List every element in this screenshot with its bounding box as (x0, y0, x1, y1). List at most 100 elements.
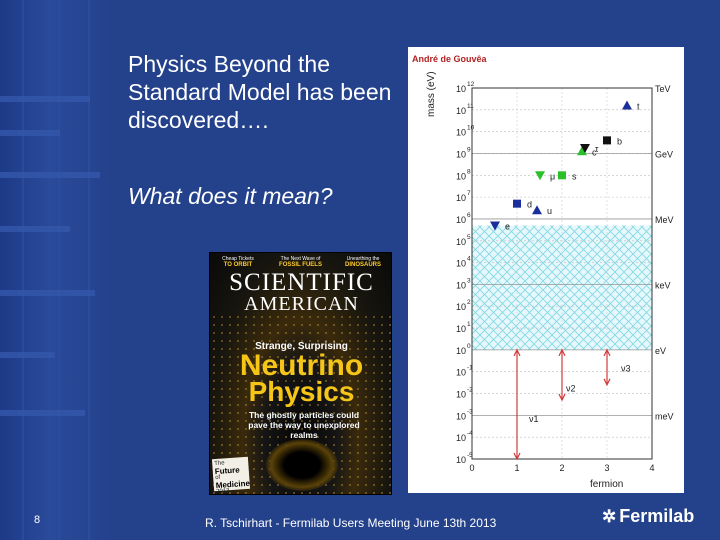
y-tick-label: 10 (456, 280, 466, 290)
x-tick-label: 3 (604, 463, 609, 473)
magazine-cover: Cheap Tickets TO ORBIT The Next Wave of FO… (209, 252, 392, 495)
y-tick-label: 10 (456, 302, 466, 312)
neutrino-label: ν2 (566, 383, 576, 393)
cover-teaser: Cheap Tickets TO ORBIT (222, 256, 254, 268)
y-tick-exponent: 6 (467, 212, 471, 219)
y-tick-exponent: 2 (467, 299, 471, 306)
y-tick-exponent: -1 (467, 365, 473, 372)
chart-svg: André de Gouvêa mass (eV) fermion 10 1210… (412, 54, 674, 490)
y-tick-label: 10 (456, 324, 466, 334)
slide-subtitle: What does it mean? (128, 183, 333, 209)
y-tick-label: 10 (456, 259, 466, 269)
y-tick-exponent: 12 (467, 81, 475, 88)
y-tick-label: 10 (456, 193, 466, 203)
y-tick-label: 10 (456, 171, 466, 181)
data-point-label: d (527, 200, 532, 210)
data-point-label: u (547, 206, 552, 216)
y-tick-label: 10 (456, 433, 466, 443)
cover-vortex (266, 439, 338, 491)
y-tick-exponent: 10 (467, 125, 475, 132)
slide-footer: R. Tschirhart - Fermilab Users Meeting J… (205, 516, 497, 530)
unit-label: TeV (655, 84, 671, 94)
data-point (622, 100, 632, 110)
y-tick-label: 10 (456, 455, 466, 465)
data-point-label: t (637, 101, 640, 111)
x-tick-label: 4 (649, 463, 654, 473)
unit-label: MeV (655, 215, 674, 225)
chart-ylabel: mass (eV) (426, 71, 437, 117)
chart-author: André de Gouvêa (412, 54, 488, 64)
cover-teaser: The Next Wave of FOSSIL FUELS (279, 256, 322, 268)
data-point-label: μ (550, 171, 555, 181)
y-tick-exponent: 0 (467, 343, 471, 350)
neutrino-label: ν3 (621, 364, 631, 374)
data-point (513, 199, 521, 208)
y-tick-exponent: -5 (467, 452, 473, 459)
y-tick-exponent: -3 (467, 408, 473, 415)
y-tick-exponent: 4 (467, 256, 471, 263)
y-tick-label: 10 (456, 346, 466, 356)
cover-teasers: Cheap Tickets TO ORBIT The Next Wave of FO… (214, 256, 387, 268)
y-tick-exponent: 8 (467, 168, 471, 175)
cover-headline-1: Neutrino (239, 349, 364, 382)
y-tick-label: 10 (456, 84, 466, 94)
y-tick-label: 10 (456, 411, 466, 421)
data-point (558, 171, 566, 180)
unit-label: meV (655, 411, 674, 421)
x-tick-label: 1 (514, 463, 519, 473)
plot-frame (471, 87, 653, 460)
fermion-mass-chart: André de Gouvêa mass (eV) fermion 10 12 10… (408, 47, 684, 493)
data-point (580, 144, 590, 154)
cover-headline-2: Physics (248, 376, 355, 407)
data-point-label: s (572, 171, 577, 181)
data-point (577, 146, 587, 156)
neutrino-arrow-head (558, 393, 566, 402)
data-point-label: c (592, 147, 597, 157)
data-point (532, 205, 542, 215)
y-tick-exponent: 11 (467, 103, 474, 110)
masthead-line1: SCIENTIFIC (229, 269, 374, 296)
decorative-left-panel (0, 0, 110, 540)
cover-kicker: Strange, Surprising (255, 341, 348, 352)
neutrino-arrow-head (513, 452, 521, 461)
y-tick-label: 10 (456, 149, 466, 159)
cover-teaser: Unearthing the DINOSAURS (344, 256, 381, 268)
y-tick-label: 10 (456, 368, 466, 378)
neutrino-label: ν1 (529, 414, 539, 424)
y-tick-exponent: 9 (467, 146, 471, 153)
y-tick-exponent: 1 (467, 321, 471, 328)
chart-xlabel: fermion (590, 479, 623, 490)
fermilab-logo: ✲ Fermilab (602, 506, 694, 527)
data-point (535, 171, 545, 181)
data-point (603, 136, 611, 145)
x-tick-label: 0 (469, 463, 474, 473)
y-tick-label: 10 (456, 237, 466, 247)
fermilab-logo-icon: ✲ (602, 506, 617, 526)
data-point-label: b (617, 136, 622, 146)
data-point-label: e (505, 221, 510, 231)
y-tick-exponent: -4 (467, 430, 473, 437)
y-tick-label: 10 (456, 215, 466, 225)
unit-label: GeV (655, 149, 673, 159)
y-tick-exponent: -2 (467, 387, 473, 394)
x-tick-label: 2 (559, 463, 564, 473)
neutrino-arrow-head (558, 348, 566, 357)
cover-blurb: The ghostly particles could pave the way… (248, 410, 360, 440)
y-tick-label: 10 (456, 128, 466, 138)
masthead-line2: AMERICAN (244, 293, 359, 315)
unit-label: eV (655, 346, 666, 356)
y-tick-exponent: 3 (467, 277, 471, 284)
slide-title: Physics Beyond the Standard Model has be… (128, 51, 392, 133)
page-number: 8 (34, 514, 41, 526)
y-tick-exponent: 5 (467, 234, 471, 241)
y-tick-label: 10 (456, 106, 466, 116)
fermilab-logo-text: Fermilab (619, 506, 695, 526)
data-point-label: τ (595, 144, 599, 154)
neutrino-arrow-head (603, 348, 611, 357)
y-tick-label: 10 (456, 390, 466, 400)
cover-badge: The Future of Medicine 2013 (211, 456, 250, 494)
data-point (490, 221, 500, 231)
neutrino-arrow-head (603, 378, 611, 387)
unit-label: keV (655, 280, 671, 290)
